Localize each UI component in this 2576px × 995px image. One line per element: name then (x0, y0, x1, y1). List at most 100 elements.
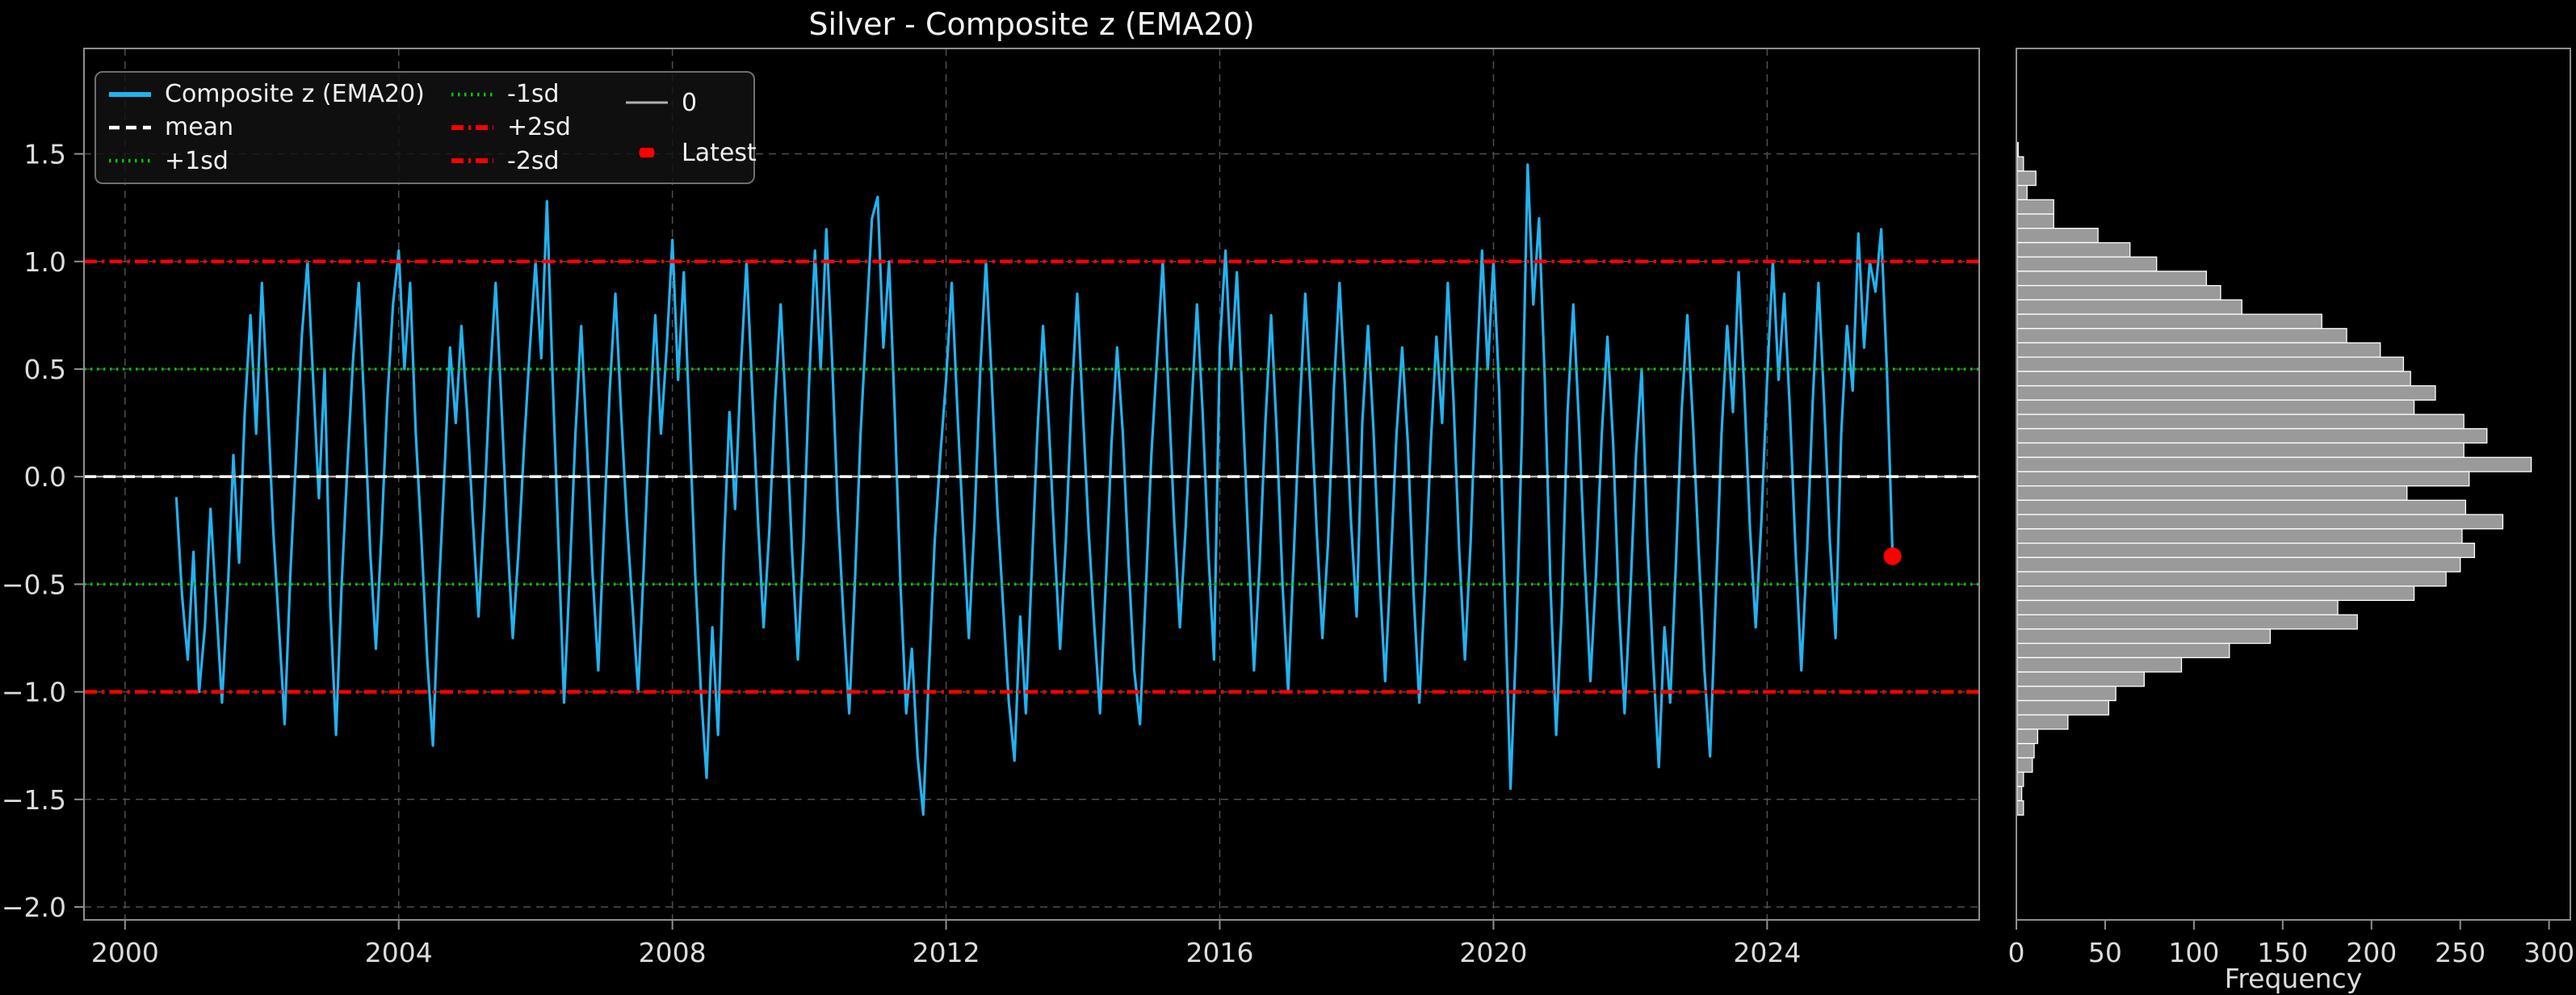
hist-bar (2016, 213, 2054, 229)
hist-x-tick-label: 250 (2435, 937, 2486, 968)
hist-x-tick-label: 300 (2524, 937, 2574, 968)
legend-label: -2sd (507, 146, 560, 175)
hist-bar (2016, 342, 2381, 358)
x-tick-label: 2020 (1459, 937, 1527, 968)
hist-x-tick-label: 150 (2257, 937, 2308, 968)
hist-bar (2016, 571, 2447, 587)
legend-label: +2sd (507, 113, 571, 142)
hist-bar (2016, 642, 2230, 658)
legend-label: Latest (682, 138, 757, 167)
line-sample-icon (626, 101, 668, 104)
hist-bar (2016, 614, 2358, 630)
hist-bar (2016, 728, 2039, 745)
hist-bar (2016, 628, 2272, 644)
hist-bar (2016, 256, 2158, 272)
hist-bar (2016, 456, 2532, 472)
hist-bar (2016, 141, 2019, 157)
x-tick-label: 2024 (1733, 937, 1801, 968)
hist-bar (2016, 499, 2466, 515)
legend-column-1: Composite z (EMA20) mean +1sd (107, 78, 450, 178)
y-tick-label: 1.5 (24, 139, 66, 170)
hist-bar (2016, 743, 2035, 759)
hist-bar (2016, 528, 2463, 544)
hist-bar (2016, 671, 2145, 687)
legend-item-minus1sd: -1sd (450, 78, 624, 111)
hist-bar (2016, 299, 2242, 315)
latest-marker (1883, 547, 1902, 565)
legend-item-plus1sd: +1sd (107, 145, 450, 177)
hist-bar (2016, 757, 2033, 773)
hist-bar (2016, 184, 2028, 200)
y-tick-label: −0.5 (2, 569, 66, 600)
legend-column-2: -1sd +2sd -2sd (450, 78, 624, 178)
hist-bar (2016, 599, 2339, 615)
hist-bar (2016, 442, 2465, 458)
hist-bar (2016, 800, 2024, 816)
composite-z-line (174, 163, 1894, 817)
legend-item-zero: 0 (624, 86, 753, 119)
line-sample-icon (109, 159, 151, 163)
y-tick-label: 0.0 (24, 461, 66, 493)
y-tick-label: 1.0 (24, 246, 66, 278)
y-tick-label: −2.0 (2, 892, 66, 923)
hist-bar (2016, 313, 2322, 330)
hist-bar (2016, 428, 2488, 444)
legend-item-mean: mean (107, 111, 450, 144)
legend-item-plus2sd: +2sd (450, 111, 624, 144)
x-tick-label: 2008 (639, 937, 707, 968)
line-sample-icon (451, 124, 493, 130)
hist-bar (2016, 686, 2117, 702)
hist-x-tick-label: 50 (2088, 937, 2122, 968)
hist-bar (2016, 271, 2207, 287)
legend-label: mean (165, 113, 234, 142)
hist-bar (2016, 371, 2411, 387)
hist-bar (2016, 771, 2024, 787)
hist-bar (2016, 199, 2054, 215)
main-plot: 2000 2004 2008 2012 2016 2020 2024 1.5 1.0 0.5 0.0… (2, 48, 1980, 968)
hist-bar (2016, 471, 2470, 487)
line-sample-icon (109, 91, 151, 97)
legend-label: +1sd (165, 146, 229, 175)
hist-x-tick-label: 200 (2346, 937, 2397, 968)
hist-bar (2016, 385, 2436, 401)
legend-item-latest: Latest (624, 136, 757, 169)
hist-bar (2016, 714, 2069, 730)
x-tick-label: 2004 (365, 937, 433, 968)
hist-bar (2016, 156, 2024, 172)
hist-bar (2016, 284, 2221, 300)
hist-bar (2016, 657, 2183, 673)
x-tick-label: 2016 (1186, 937, 1254, 968)
legend: Composite z (EMA20) mean +1sd -1sd +2sd (94, 71, 757, 184)
histogram-x-axis-label: Frequency (2224, 963, 2363, 994)
hist-bar (2016, 241, 2131, 258)
y-tick-label: 0.5 (24, 354, 66, 385)
x-tick-label: 2012 (913, 937, 980, 968)
hist-bar (2016, 542, 2475, 558)
hist-bar (2016, 414, 2465, 430)
line-sample-icon (451, 92, 493, 96)
legend-label: 0 (682, 88, 698, 117)
y-tick-label: −1.5 (2, 784, 66, 816)
hist-bar (2016, 586, 2415, 602)
hist-bar (2016, 699, 2109, 716)
legend-label: -1sd (507, 80, 560, 109)
hist-bar (2016, 170, 2037, 187)
hist-bar (2016, 228, 2099, 244)
legend-item-minus2sd: -2sd (450, 145, 624, 177)
hist-x-tick-label: 100 (2168, 937, 2219, 968)
latest-dot-icon (639, 148, 655, 157)
x-tick-label: 2000 (91, 937, 159, 968)
hist-bar (2016, 328, 2347, 344)
line-sample-icon (109, 125, 151, 130)
hist-bar (2016, 514, 2504, 530)
histogram-plot: 0 50 100 150 200 250 300 (2008, 48, 2574, 968)
legend-label: Composite z (EMA20) (165, 80, 425, 109)
histogram-frame (2016, 48, 2571, 921)
hist-bar (2016, 556, 2461, 573)
chart-title: Silver - Composite z (EMA20) (808, 6, 1255, 42)
main-plot-frame (83, 48, 1980, 921)
legend-column-3: 0 Latest (624, 78, 757, 178)
y-tick-label: −1.0 (2, 677, 66, 708)
